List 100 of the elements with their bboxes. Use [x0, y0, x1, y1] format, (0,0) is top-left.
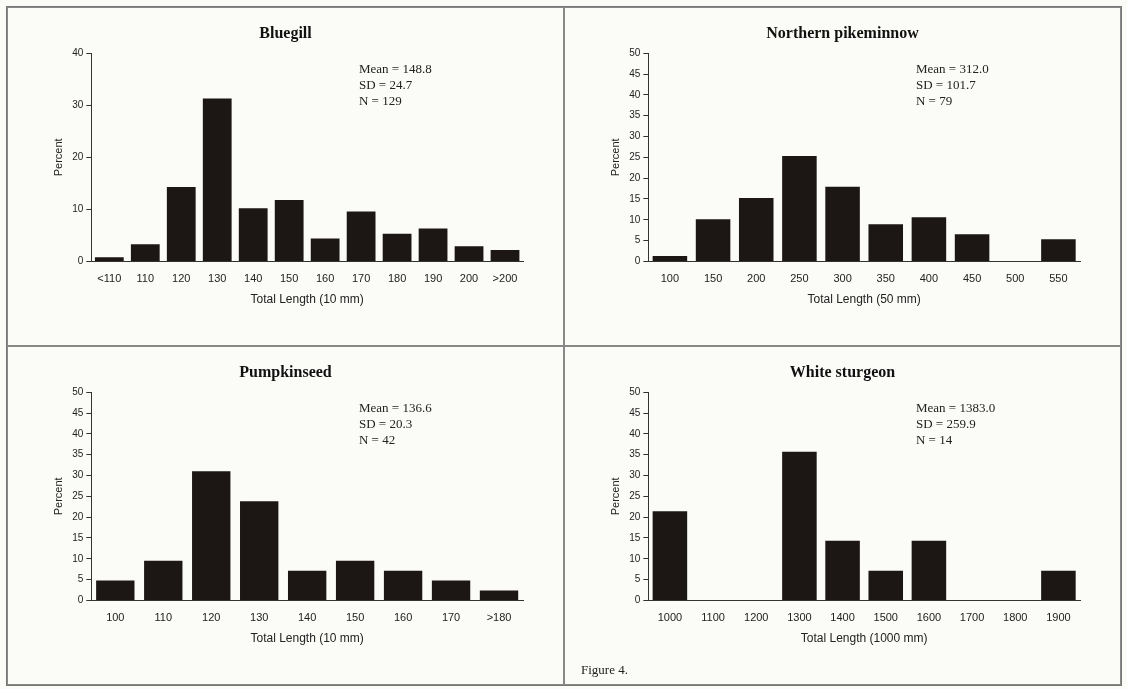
- chart-title: Northern pikeminnow: [766, 23, 920, 42]
- x-tick-label: 150: [280, 272, 299, 285]
- bar: [240, 501, 279, 600]
- bar: [738, 198, 774, 261]
- y-tick-label: 50: [629, 46, 641, 58]
- x-tick-label: 170: [351, 272, 371, 285]
- y-axis-title: Percent: [51, 138, 64, 177]
- bar: [911, 217, 947, 261]
- x-tick-label: 300: [833, 272, 852, 285]
- bar: [868, 570, 904, 600]
- x-tick-label: 250: [790, 272, 809, 285]
- y-tick-label: 10: [629, 552, 641, 564]
- chart-title: Bluegill: [259, 23, 313, 42]
- bar: [825, 186, 860, 261]
- bar: [346, 211, 376, 261]
- x-axis-title: Total Length (10 mm): [250, 292, 364, 307]
- x-tick-label: 1200: [744, 611, 769, 624]
- y-axis-title: Percent: [608, 138, 621, 177]
- x-tick-label: 1400: [830, 611, 855, 624]
- y-tick-label: 35: [72, 448, 84, 460]
- y-tick-label: 20: [629, 171, 641, 183]
- y-tick-label: 0: [634, 594, 641, 606]
- annotation: Mean = 136.6: [358, 400, 433, 416]
- x-tick-label: 400: [919, 272, 939, 285]
- y-tick-label: 15: [72, 531, 84, 543]
- bar: [431, 580, 471, 600]
- x-tick-label: 120: [172, 272, 191, 285]
- y-tick-label: 15: [629, 192, 641, 204]
- x-axis-title: Total Length (50 mm): [807, 292, 921, 307]
- bar: [1041, 570, 1076, 600]
- bar: [418, 228, 448, 261]
- bar: [652, 255, 688, 261]
- y-tick-label: 0: [77, 255, 84, 267]
- bar: [825, 540, 860, 600]
- annotation: Mean = 1383.0: [915, 400, 996, 416]
- annotation: N = 14: [915, 432, 953, 448]
- chart-title: White sturgeon: [789, 362, 896, 381]
- x-axis-title: Total Length (10 mm): [250, 631, 364, 646]
- bar: [166, 186, 196, 261]
- bar: [479, 590, 519, 600]
- bar: [1041, 239, 1076, 261]
- y-tick-label: 45: [629, 67, 641, 79]
- y-axis-title: Percent: [608, 477, 621, 516]
- x-tick-label: >200: [492, 272, 518, 285]
- y-tick-label: 20: [72, 151, 84, 163]
- x-tick-label: 140: [244, 272, 263, 285]
- x-tick-label: 160: [315, 272, 335, 285]
- bar: [695, 219, 731, 261]
- x-tick-label: 110: [154, 611, 173, 624]
- y-tick-label: 30: [72, 99, 84, 110]
- chart-title: Pumpkinseed: [239, 362, 332, 381]
- x-tick-label: 1100: [701, 611, 725, 624]
- bar: [382, 233, 412, 261]
- y-tick-label: 40: [629, 427, 641, 439]
- x-tick-label: 120: [202, 611, 221, 624]
- bar: [911, 540, 947, 600]
- y-tick-label: 0: [77, 594, 84, 606]
- y-tick-label: 5: [634, 573, 641, 585]
- y-tick-label: 35: [629, 448, 641, 460]
- y-tick-label: 10: [72, 552, 84, 564]
- y-tick-label: 10: [629, 213, 641, 225]
- annotation: N = 79: [915, 93, 953, 109]
- y-axis-title: Percent: [51, 477, 64, 516]
- x-tick-label: 170: [441, 611, 461, 624]
- y-tick-label: 45: [72, 406, 84, 418]
- y-tick-label: 20: [629, 510, 641, 522]
- x-tick-label: 500: [1006, 272, 1025, 285]
- x-tick-label: 1700: [959, 611, 985, 624]
- x-tick-label: 1300: [787, 611, 812, 624]
- y-tick-label: 30: [72, 469, 84, 481]
- bar: [130, 244, 160, 261]
- x-tick-label: 200: [459, 272, 479, 285]
- x-tick-label: 160: [393, 611, 413, 624]
- x-tick-label: 1600: [916, 611, 942, 624]
- x-tick-label: 140: [297, 611, 317, 624]
- y-tick-label: 5: [77, 573, 84, 585]
- y-tick-label: 45: [629, 406, 641, 418]
- x-tick-label: <110: [97, 272, 122, 285]
- y-tick-label: 50: [629, 385, 641, 397]
- annotation: SD = 101.7: [915, 77, 977, 93]
- y-tick-label: 20: [72, 510, 84, 522]
- y-tick-label: 25: [629, 490, 641, 502]
- bar: [287, 570, 327, 600]
- x-tick-label: 350: [876, 272, 895, 285]
- x-axis-title: Total Length (1000 mm): [800, 631, 928, 646]
- x-tick-label: 1000: [657, 611, 683, 624]
- y-tick-label: 35: [629, 109, 641, 121]
- bar: [490, 249, 520, 261]
- bar: [310, 238, 340, 261]
- annotation: Mean = 148.8: [358, 61, 432, 77]
- bar: [144, 560, 183, 600]
- y-tick-label: 30: [629, 130, 641, 142]
- y-tick-label: 40: [72, 427, 84, 439]
- x-tick-label: 150: [703, 272, 723, 285]
- x-tick-label: 100: [106, 611, 125, 624]
- bar: [274, 199, 304, 261]
- bar: [954, 234, 990, 261]
- y-tick-label: 40: [629, 88, 641, 100]
- y-tick-label: 50: [72, 385, 84, 397]
- bar: [868, 224, 904, 261]
